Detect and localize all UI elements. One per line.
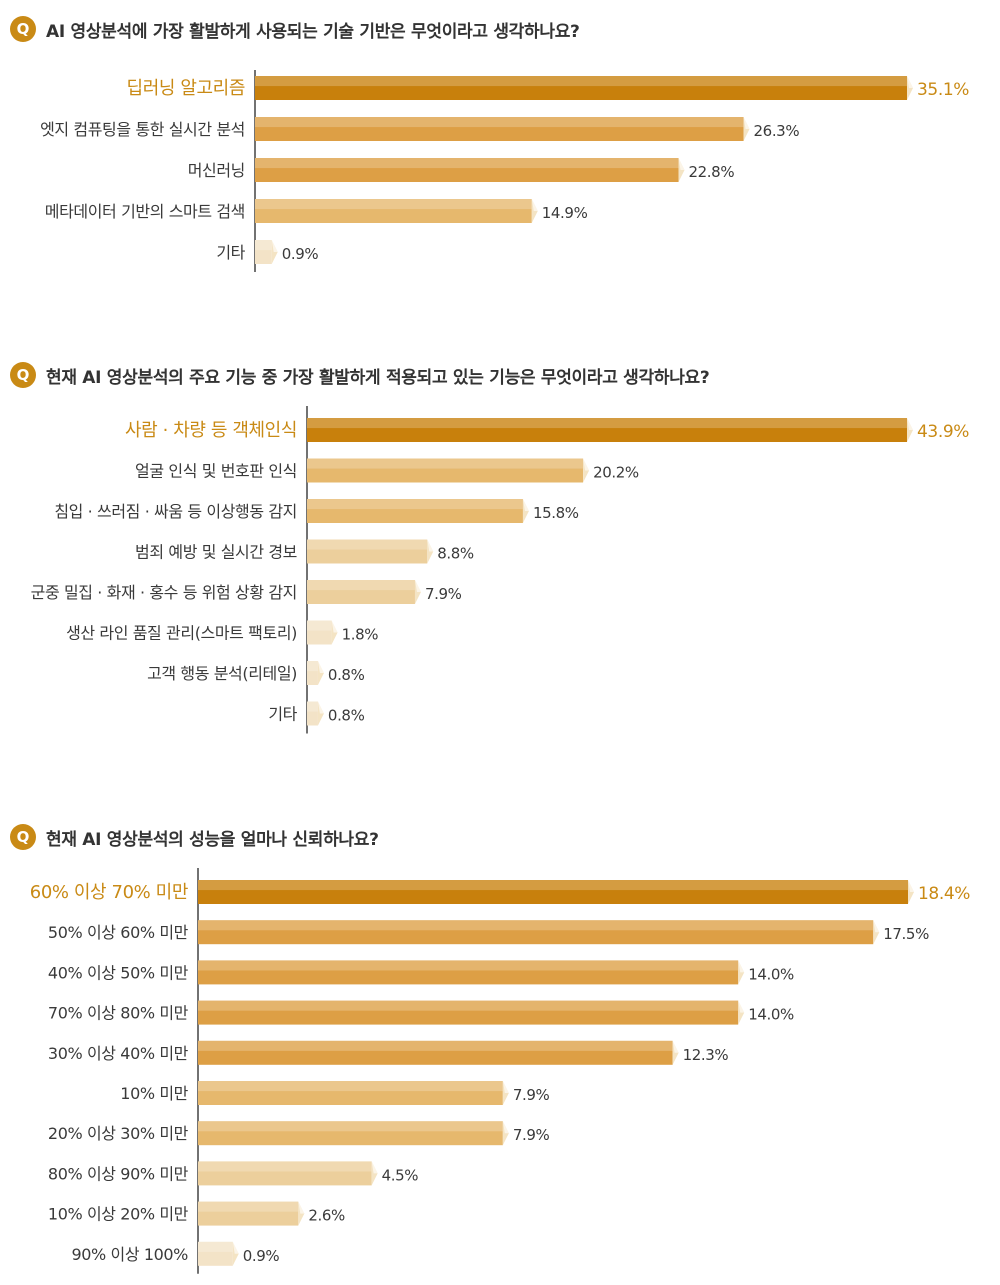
category-label: 엣지 컴퓨팅을 통한 실시간 분석 [40,120,245,139]
category-label: 70% 이상 80% 미만 [48,1004,189,1023]
category-label: 딥러닝 알고리즘 [127,78,245,99]
value-label: 18.4% [918,884,970,904]
category-label: 머신러닝 [188,161,245,180]
bar [255,158,685,182]
value-label: 4.5% [382,1166,419,1184]
value-label: 0.9% [243,1247,280,1265]
bar [198,1081,509,1105]
value-label: 7.9% [513,1126,550,1144]
value-label: 22.8% [689,163,735,181]
bar-chart-3: 60% 이상 70% 미만 18.4% 50% 이상 60% 미만 17.5% 40% … [30,868,971,1274]
category-label: 90% 이상 100% [71,1245,188,1264]
category-label: 생산 라인 품질 관리(스마트 팩토리) [66,624,297,643]
bar [307,580,421,604]
category-label: 60% 이상 70% 미만 [30,882,188,903]
value-label: 15.8% [533,504,579,522]
value-label: 0.8% [328,666,365,684]
question-header-1: Q AI 영상분석에 가장 활발하게 사용되는 기술 기반은 무엇이라고 생각하… [10,14,580,44]
category-label: 10% 이상 20% 미만 [48,1205,189,1224]
value-label: 0.9% [282,245,319,263]
bar [255,240,278,264]
bar [198,1201,305,1226]
category-label: 침입 · 쓰러짐 · 싸움 등 이상행동 감지 [54,502,297,521]
category-label: 얼굴 인식 및 번호판 인식 [135,462,297,481]
category-label: 20% 이상 30% 미만 [48,1124,189,1143]
bar [307,539,434,564]
category-label: 고객 행동 분석(리테일) [147,664,297,683]
bar [307,458,590,483]
value-label: 0.8% [328,707,365,725]
value-label: 35.1% [917,80,969,100]
value-label: 7.9% [513,1086,550,1104]
bar [307,418,913,442]
bar [198,920,880,945]
question-title-2: 현재 AI 영상분석의 주요 기능 중 가장 활발하게 적용되고 있는 기능은 … [46,367,710,388]
bar [307,701,324,726]
question-title-3: 현재 AI 영상분석의 성능을 얼마나 신뢰하나요? [46,829,379,850]
bar [307,661,324,685]
bar [255,117,750,141]
category-label: 군중 밀집 · 화재 · 홍수 등 위험 상황 감지 [31,583,297,602]
bar-chart-2: 사람 · 차량 등 객체인식 43.9% 얼굴 인식 및 번호판 인식 20.2% 침입… [31,406,970,734]
bar [198,1241,239,1266]
bar [198,1161,378,1186]
bar [198,1040,679,1065]
category-label: 메타데이터 기반의 스마트 검색 [45,202,245,221]
value-label: 12.3% [683,1046,729,1064]
category-label: 범죄 예방 및 실시간 경보 [135,543,297,562]
question-header-3: Q 현재 AI 영상분석의 성능을 얼마나 신뢰하나요? [10,822,379,852]
category-label: 기타 [216,243,245,262]
bar-chart-1: 딥러닝 알고리즘 35.1% 엣지 컴퓨팅을 통한 실시간 분석 26.3% 머신러닝 2… [40,70,970,272]
value-label: 20.2% [593,464,639,482]
category-label: 50% 이상 60% 미만 [48,923,189,942]
question-title-1: AI 영상분석에 가장 활발하게 사용되는 기술 기반은 무엇이라고 생각하나요… [46,21,580,42]
bar [255,199,538,223]
q-icon: Q [10,16,36,42]
category-label: 80% 이상 90% 미만 [48,1164,189,1183]
category-label: 사람 · 차량 등 객체인식 [125,420,297,441]
question-header-2: Q 현재 AI 영상분석의 주요 기능 중 가장 활발하게 적용되고 있는 기능… [10,360,710,390]
bar [198,880,914,904]
value-label: 14.0% [748,1006,794,1024]
category-label: 40% 이상 50% 미만 [48,963,189,982]
value-label: 43.9% [917,422,969,442]
bar [198,960,745,985]
value-label: 26.3% [754,122,800,140]
category-label: 기타 [268,705,297,724]
q-icon: Q [10,362,36,388]
value-label: 14.9% [542,204,588,222]
value-label: 2.6% [308,1207,345,1225]
value-label: 8.8% [437,545,474,563]
bar [198,1121,509,1146]
category-label: 10% 미만 [120,1084,188,1103]
value-label: 1.8% [342,626,379,644]
q-icon: Q [10,824,36,850]
category-label: 30% 이상 40% 미만 [48,1044,189,1063]
bar [198,1000,745,1025]
value-label: 14.0% [748,965,794,983]
bar [255,76,913,100]
bar [307,499,529,523]
value-label: 7.9% [425,585,462,603]
bar [307,620,338,645]
value-label: 17.5% [883,925,929,943]
